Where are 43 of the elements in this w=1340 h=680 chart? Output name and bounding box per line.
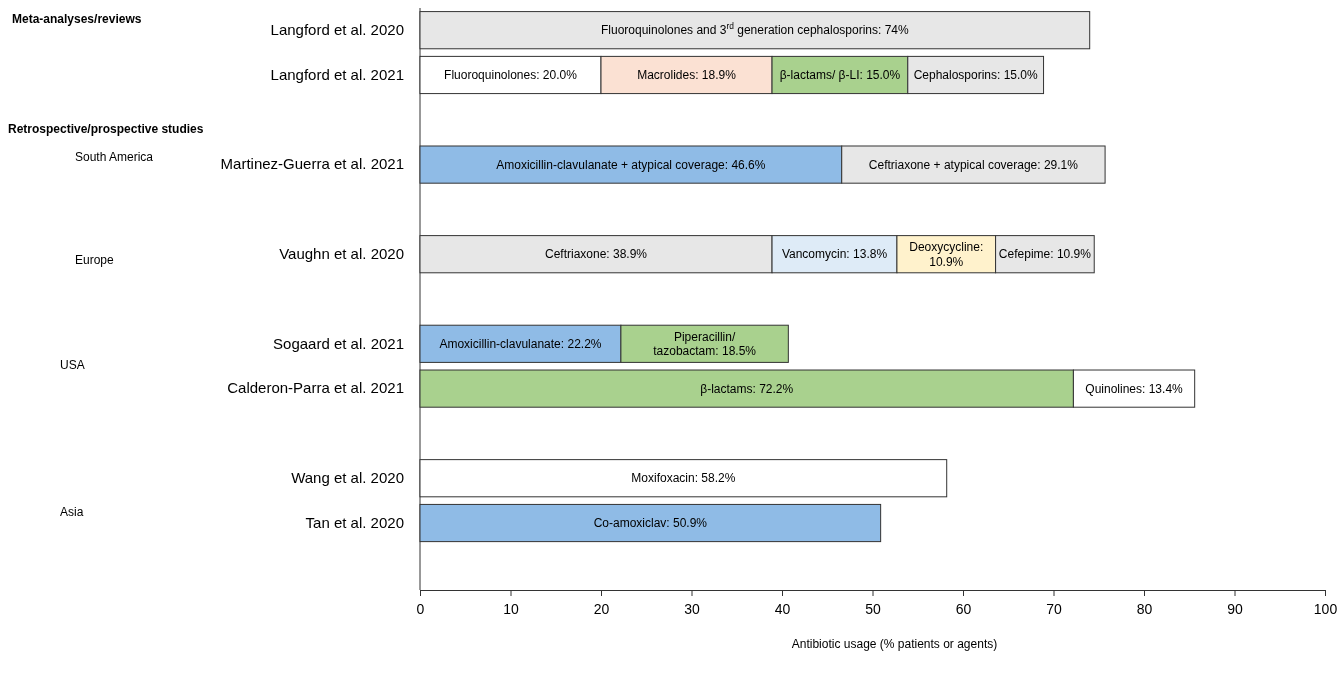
- x-tick-label: 10: [503, 601, 519, 618]
- data-label: Macrolides: 18.9%: [637, 68, 737, 83]
- data-label: Co-amoxiclav: 50.9%: [593, 516, 708, 531]
- text: Asia: [60, 505, 84, 519]
- data-label: Cephalosporins: 15.0%: [913, 68, 1039, 83]
- y-tick-label: Langford et al. 2021: [270, 65, 404, 83]
- x-tick-label: 30: [684, 601, 700, 618]
- x-tick-label: 20: [593, 601, 610, 618]
- text: South America: [75, 150, 154, 164]
- data-label: Vancomycin: 13.8%: [781, 247, 888, 262]
- data-label: β-lactams: 72.2%: [700, 381, 794, 396]
- data-label: Amoxicillin-clavulanate: 22.2%: [439, 337, 602, 351]
- text: Europe: [75, 253, 115, 267]
- text: USA: [60, 358, 85, 372]
- data-label: Fluoroquinolones and 3$^{rd}$ generation cephalosporins: 74%: [601, 21, 910, 38]
- data-label: Moxifoxacin: 58.2%: [631, 471, 736, 486]
- data-label: Cefepime: 10.9%: [998, 247, 1092, 262]
- data-label: Quinolines: 13.4%: [1085, 381, 1184, 396]
- text: Retrospective/prospective studies: [8, 122, 204, 136]
- x-tick-label: 40: [774, 601, 791, 618]
- y-tick-label: Martinez-Guerra et al. 2021: [220, 155, 404, 173]
- data-label: Amoxicillin-clavulanate + atypical coverage: 46.6%: [496, 157, 766, 172]
- y-tick-label: Sogaard et al. 2021: [273, 334, 404, 352]
- y-tick-label: Wang et al. 2020: [291, 469, 404, 487]
- text: Meta-analyses/reviews: [12, 12, 142, 26]
- x-axis-title: Antibiotic usage (% patients or agents): [791, 637, 998, 651]
- x-tick-label: 50: [865, 601, 881, 618]
- data-label: β-lactams/ β-LI: 15.0%: [779, 68, 901, 83]
- x-tick-label: 0: [416, 601, 425, 618]
- x-tick-label: 80: [1136, 601, 1153, 618]
- y-tick-label: Tan et al. 2020: [305, 513, 404, 531]
- y-tick-label: Calderon-Parra et al. 2021: [227, 379, 404, 397]
- x-tick-label: 70: [1046, 601, 1062, 618]
- y-tick-label: Langford et al. 2020: [270, 20, 404, 38]
- x-tick-label: 90: [1227, 601, 1243, 618]
- data-label: Fluoroquinolones: 20.0%: [444, 68, 578, 83]
- data-label: Piperacillin/ tazobactam: 18.5%: [653, 329, 757, 359]
- x-tick-label: 100: [1313, 601, 1338, 618]
- data-label: Ceftriaxone: 38.9%: [544, 247, 648, 262]
- data-label: Deoxycycline: 10.9%: [909, 240, 984, 269]
- x-tick-label: 60: [955, 601, 972, 618]
- y-tick-label: Vaughn et al. 2020: [279, 245, 404, 262]
- data-label: Ceftriaxone + atypical coverage: 29.1%: [868, 157, 1079, 172]
